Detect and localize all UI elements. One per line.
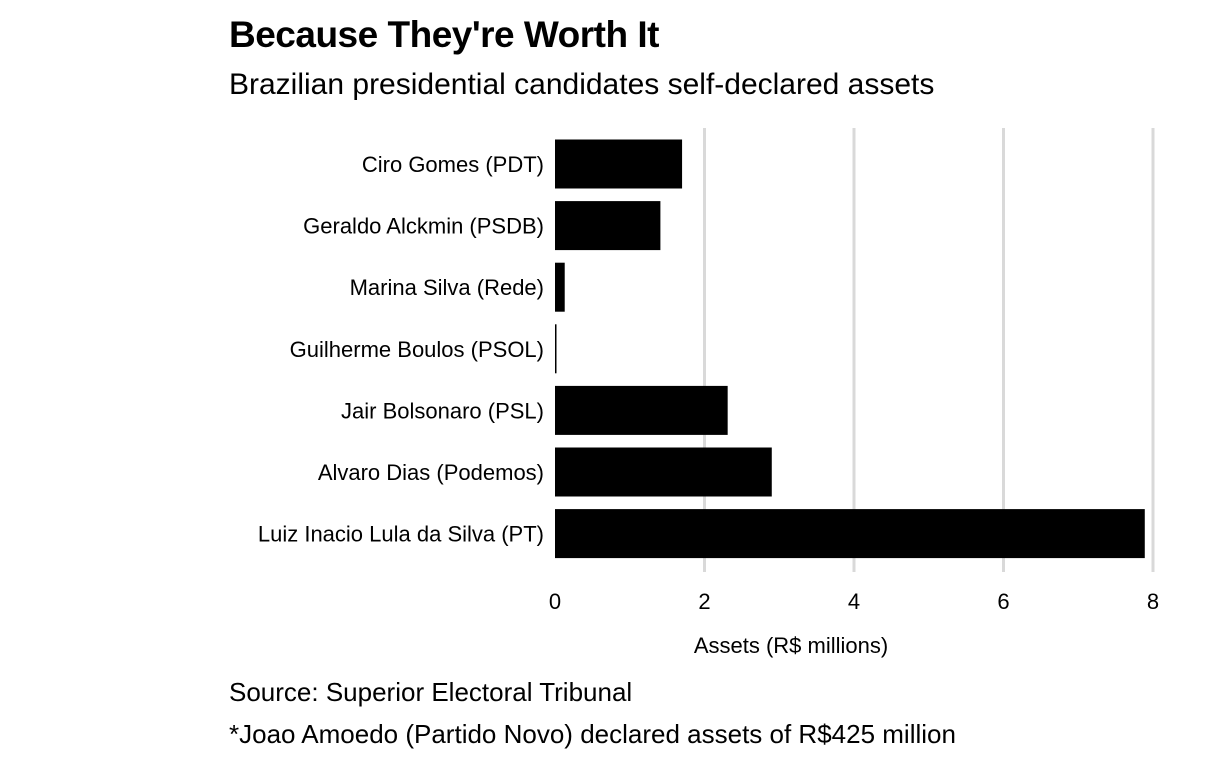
chart-subtitle: Brazilian presidential candidates self-d… <box>229 68 935 101</box>
category-label: Jair Bolsonaro (PSL) <box>341 398 544 423</box>
category-label: Geraldo Alckmin (PSDB) <box>303 214 544 239</box>
bar <box>555 139 683 189</box>
category-label: Luiz Inacio Lula da Silva (PT) <box>258 522 544 547</box>
x-axis-label: Assets (R$ millions) <box>694 633 888 658</box>
category-label: Marina Silva (Rede) <box>350 275 544 300</box>
bar <box>555 324 557 374</box>
x-tick-label: 6 <box>997 589 1009 614</box>
category-label: Guilherme Boulos (PSOL) <box>290 337 544 362</box>
x-tick-label: 8 <box>1147 589 1159 614</box>
category-label: Alvaro Dias (Podemos) <box>318 460 544 485</box>
source-note: Source: Superior Electoral Tribunal <box>229 677 633 707</box>
bar <box>555 447 772 497</box>
x-tick-label: 0 <box>549 589 561 614</box>
x-tick-label: 2 <box>698 589 710 614</box>
category-label: Ciro Gomes (PDT) <box>362 152 544 177</box>
bar <box>555 509 1145 559</box>
bar <box>555 262 565 312</box>
footnote: *Joao Amoedo (Partido Novo) declared ass… <box>229 719 956 749</box>
bar <box>555 201 661 251</box>
chart-title: Because They're Worth It <box>229 14 659 55</box>
x-tick-label: 4 <box>848 589 860 614</box>
bar <box>555 385 728 435</box>
